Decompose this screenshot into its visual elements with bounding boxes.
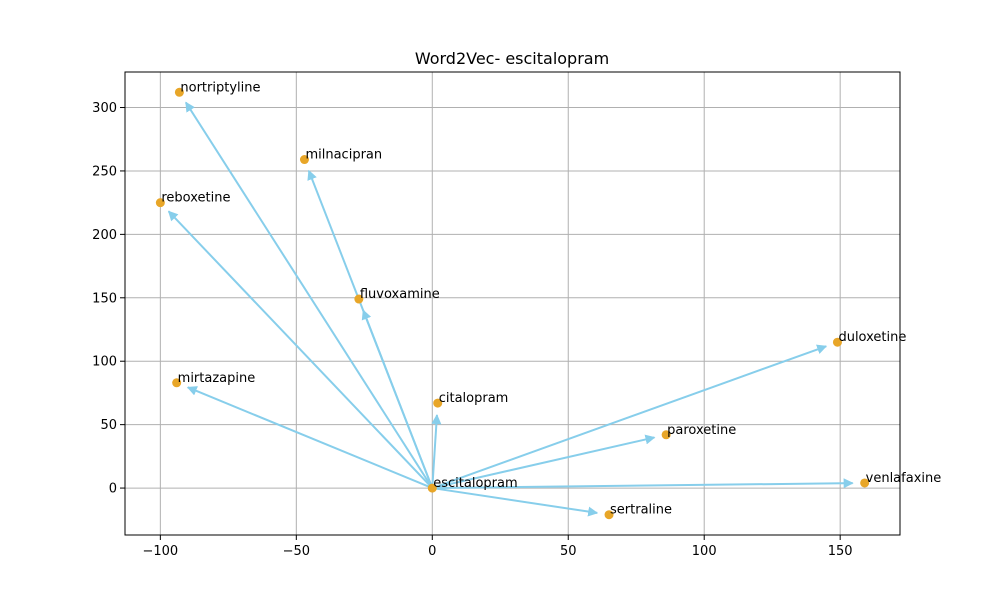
x-tick-label: 100 (692, 544, 717, 559)
y-tick-label: 300 (92, 101, 117, 116)
plot-frame (124, 71, 901, 536)
arrow (185, 101, 434, 489)
x-tick-label: 150 (828, 544, 853, 559)
grid (125, 72, 900, 535)
y-tick-label: 0 (109, 482, 117, 497)
arrow (432, 478, 854, 490)
point-label: milnacipran (305, 148, 382, 163)
x-tick-label: −50 (283, 544, 310, 559)
y-tick-label: 50 (100, 418, 117, 433)
point-label: citalopram (439, 391, 509, 406)
point-label: paroxetine (667, 423, 736, 438)
point-label: mirtazapine (178, 371, 256, 386)
data-point (661, 430, 671, 440)
x-tick-label: 50 (560, 544, 577, 559)
data-point (427, 483, 437, 493)
data-point (155, 198, 165, 208)
arrows (167, 101, 854, 517)
data-point (860, 478, 870, 488)
point-label: venlafaxine (866, 471, 942, 486)
data-point (354, 294, 364, 304)
arrow (167, 210, 434, 489)
data-point (433, 398, 443, 408)
point-label: reboxetine (161, 191, 230, 206)
point-label: sertraline (610, 503, 672, 518)
point-label: escitalopram (433, 476, 517, 491)
points (155, 87, 870, 520)
point-labels: escitalopram nortriptyline milnacipran rebo… (161, 80, 941, 517)
data-point (299, 155, 309, 165)
data-point (604, 510, 614, 520)
data-point (832, 337, 842, 347)
data-point (174, 87, 184, 97)
y-tick-label: 250 (92, 164, 117, 179)
point-label: fluvoxamine (360, 287, 440, 302)
arrow (431, 414, 442, 489)
y-tick-label: 200 (92, 228, 117, 243)
arrow (186, 386, 433, 489)
y-tick-label: 150 (92, 291, 117, 306)
arrow (361, 309, 434, 489)
y-tick-label: 100 (92, 355, 117, 370)
x-tick-label: 0 (428, 544, 436, 559)
chart-title: Word2Vec- escitalopram (415, 49, 609, 68)
data-point (172, 378, 182, 388)
arrow (431, 344, 828, 490)
arrow (432, 487, 599, 517)
point-label: nortriptyline (180, 80, 260, 95)
arrow (432, 434, 656, 490)
ticks: −100 −50 0 50 100 150 0 50 100 150 200 250 300 (92, 101, 852, 559)
point-label: duloxetine (838, 330, 906, 345)
x-tick-label: −100 (142, 544, 178, 559)
